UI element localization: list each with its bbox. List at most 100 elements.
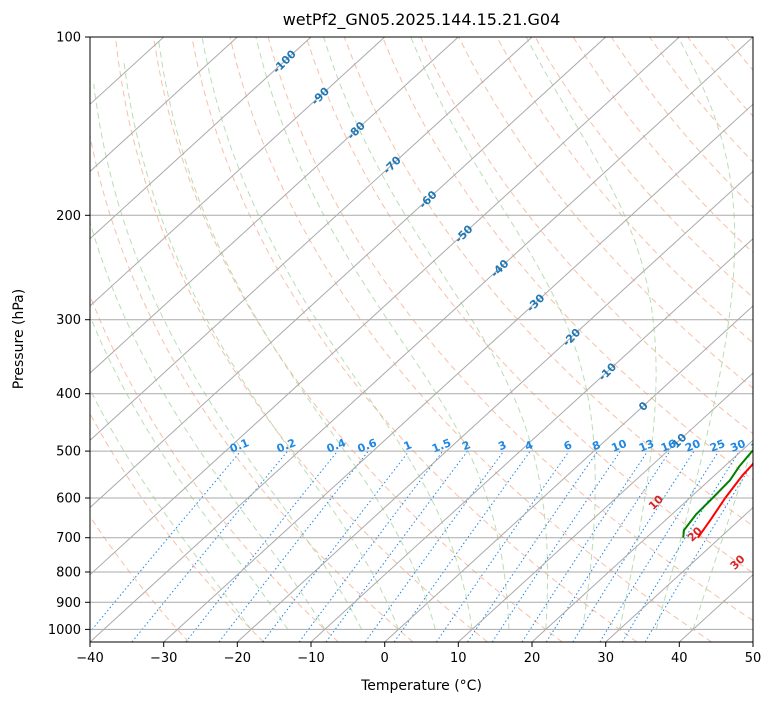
dry-adiabat-line — [687, 37, 753, 118]
moist-adiabat-line — [525, 37, 657, 630]
dry-adiabat-line — [420, 37, 753, 435]
mixing-ratio-label: 25 — [708, 437, 727, 455]
dry-adiabat-line — [496, 37, 753, 344]
dry-adiabat-line — [90, 133, 414, 642]
mixing-ratio-line — [435, 450, 570, 642]
line-labels: 0.1 0.2 0.4 0.6 1 1.5 2 3 4 6 8 10 13 16 20 25 30 36-100-… — [228, 47, 768, 572]
dry-adiabat-line — [90, 412, 264, 642]
mixing-ratio-label: 0.6 — [356, 436, 379, 455]
mixing-ratio-label: 2 — [460, 438, 472, 453]
isotherm-line — [0, 37, 16, 642]
isotherm-line — [90, 37, 312, 240]
y-tick-label: 600 — [56, 492, 81, 507]
mixing-ratio-line — [364, 450, 505, 642]
isotherm-line — [752, 641, 753, 642]
y-tick-label: 200 — [56, 209, 81, 224]
y-tick-label: 900 — [56, 596, 81, 611]
dry-adiabat-line — [534, 37, 753, 299]
mixing-ratio-line — [90, 450, 242, 633]
dry-adiabat-line — [90, 515, 190, 642]
mixing-ratio-label: 1 — [402, 438, 414, 453]
isotherm-line — [90, 37, 680, 576]
isotherm-line — [163, 103, 753, 642]
mixing-ratio-line — [491, 450, 621, 642]
x-tick-label: −30 — [150, 651, 177, 666]
isotherm-line — [90, 37, 753, 642]
x-tick-label: 30 — [597, 651, 614, 666]
dry-adiabat-line — [610, 37, 753, 208]
mixing-ratio-line — [262, 450, 410, 642]
isotherm-line — [90, 37, 386, 307]
x-tick-label: 10 — [450, 651, 467, 666]
x-tick-label: 0 — [381, 651, 389, 666]
mixing-ratio-label: 0.4 — [325, 436, 348, 455]
dry-adiabat-line — [191, 37, 638, 642]
dry-adiabat-line — [305, 37, 753, 574]
isotherm-line — [90, 37, 607, 509]
mixing-ratio-line — [218, 450, 369, 642]
dry-adiabat-line — [343, 37, 753, 527]
dry-adiabat-line — [725, 37, 753, 71]
x-tick-label: 40 — [671, 651, 688, 666]
mixing-ratio-line — [131, 450, 288, 642]
isotherm-line — [384, 305, 753, 642]
mixing-ratio-label: 10 — [610, 437, 629, 455]
moist-adiabat-line — [123, 61, 399, 630]
x-tick-label: 50 — [745, 651, 762, 666]
profile-lines — [682, 449, 753, 539]
moist-adiabat-line — [90, 314, 289, 630]
x-tick-label: 20 — [524, 651, 541, 666]
mixing-ratio-line — [467, 450, 599, 642]
moist-adiabat-line — [90, 388, 252, 630]
mixing-ratio-line — [325, 450, 468, 642]
moist-adiabat-line — [323, 37, 548, 630]
dry-adiabat-line — [649, 37, 753, 163]
moist-adiabat-line — [255, 37, 510, 630]
mixing-ratio-line — [545, 450, 671, 642]
y-tick-label: 100 — [56, 31, 81, 46]
moist-adiabat-line — [93, 83, 363, 630]
moist-adiabat-line — [692, 443, 753, 630]
mixing-ratio-label: 36 — [749, 437, 768, 455]
y-tick-label: 700 — [56, 531, 81, 546]
dry-adiabat-line — [229, 37, 712, 642]
dry-adiabat-line — [267, 37, 753, 622]
mixing-ratio-label: 1.5 — [430, 436, 453, 455]
y-tick-label: 800 — [56, 566, 81, 581]
axes: −40 −30 −20 −10 0 10 20 30 40 50 1000 900 800 700 600 5… — [48, 31, 761, 667]
x-tick-label: −10 — [297, 651, 324, 666]
dry-adiabat-line — [90, 294, 339, 642]
dry-adiabat-line — [764, 37, 775, 642]
mixing-ratio-line — [185, 450, 338, 642]
mixing-ratio-label: 0.1 — [228, 436, 251, 455]
y-tick-label: 1000 — [48, 623, 81, 638]
chart-title: wetPf2_GN05.2025.144.15.21.G04 — [282, 10, 561, 29]
moist-adiabat-line — [157, 37, 436, 630]
isotherm-line — [310, 237, 753, 642]
moist-adiabat-line — [410, 37, 596, 630]
y-tick-label: 500 — [56, 445, 81, 460]
isotherm-line — [605, 506, 753, 642]
moist-adiabat-label: 10 — [646, 492, 666, 512]
dry-adiabat-line — [382, 37, 753, 481]
isotherm-line — [90, 37, 533, 442]
moist-adiabat-line — [655, 37, 736, 630]
dry-adiabat-line — [572, 37, 753, 254]
y-tick-label: 300 — [56, 313, 81, 328]
x-tick-label: −40 — [76, 651, 103, 666]
mixing-ratio-line — [298, 450, 444, 642]
y-tick-label: 400 — [56, 387, 81, 402]
series-2-line — [682, 449, 753, 538]
isotherm-line — [90, 37, 165, 105]
x-tick-label: −20 — [224, 651, 251, 666]
isotherm-line — [236, 170, 753, 642]
isotherm-line — [457, 372, 753, 642]
dry-adiabat-line — [153, 37, 563, 642]
mixing-ratio-label: 20 — [683, 437, 702, 455]
isotherm-line — [90, 37, 91, 38]
moist-adiabat-line — [201, 37, 473, 630]
plot-frame — [89, 36, 754, 643]
x-axis-label: Temperature (°C) — [361, 678, 482, 694]
isotherm-line — [531, 439, 753, 642]
